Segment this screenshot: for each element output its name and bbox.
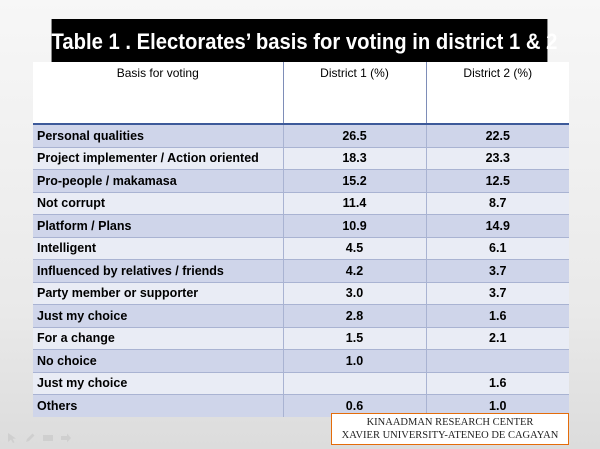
district-2-cell: 8.7 — [425, 191, 569, 215]
header-basis: Basis for voting — [33, 62, 283, 125]
district-1-cell: 26.5 — [282, 123, 426, 147]
basis-cell: Project implementer / Action oriented — [33, 146, 283, 170]
basis-cell: No choice — [33, 349, 283, 372]
table-row: Intelligent 4.5 6.1 — [33, 236, 569, 260]
district-1-cell: 0.6 — [282, 394, 426, 417]
table-row: Project implementer / Action oriented 18… — [33, 146, 569, 170]
pointer-icon[interactable] — [6, 432, 18, 447]
district-2-cell: 6.1 — [425, 236, 569, 260]
district-1-cell: 1.0 — [282, 349, 426, 372]
basis-cell: Influenced by relatives / friends — [33, 259, 283, 282]
district-2-cell: 1.6 — [425, 304, 569, 327]
voting-basis-table: Basis for voting District 1 (%) District… — [33, 62, 569, 417]
table-row: Personal qualities 26.5 22.5 — [33, 123, 569, 147]
next-icon[interactable] — [60, 432, 72, 447]
district-2-cell: 3.7 — [425, 281, 569, 305]
header-district-1: District 1 (%) — [282, 62, 426, 125]
basis-cell: For a change — [33, 326, 283, 350]
basis-cell: Pro-people / makamasa — [33, 169, 283, 192]
district-2-cell: 2.1 — [425, 326, 569, 350]
district-2-cell: 22.5 — [425, 123, 569, 147]
district-1-cell: 18.3 — [282, 146, 426, 170]
credit-line-1: KINAADMAN RESEARCH CENTER — [366, 417, 534, 428]
table-row: Just my choice 1.6 — [33, 371, 569, 395]
district-1-cell — [282, 371, 426, 395]
district-1-cell: 10.9 — [282, 214, 426, 237]
district-1-cell: 2.8 — [282, 304, 426, 327]
menu-icon[interactable] — [42, 432, 54, 447]
voting-basis-table-container: Basis for voting District 1 (%) District… — [33, 62, 569, 417]
district-2-cell: 12.5 — [425, 169, 569, 192]
district-2-cell: 23.3 — [425, 146, 569, 170]
district-2-cell: 1.0 — [425, 394, 569, 417]
table-row: Pro-people / makamasa 15.2 12.5 — [33, 169, 569, 192]
slide-title: Table 1 . Electorates’ basis for voting … — [51, 19, 557, 65]
district-2-cell — [425, 349, 569, 372]
basis-cell: Not corrupt — [33, 191, 283, 215]
district-1-cell: 4.5 — [282, 236, 426, 260]
district-2-cell: 14.9 — [425, 214, 569, 237]
table-row: Influenced by relatives / friends 4.2 3.… — [33, 259, 569, 282]
district-1-cell: 15.2 — [282, 169, 426, 192]
basis-cell: Intelligent — [33, 236, 283, 260]
district-2-cell: 1.6 — [425, 371, 569, 395]
basis-cell: Platform / Plans — [33, 214, 283, 237]
district-2-cell: 3.7 — [425, 259, 569, 282]
table-header-row: Basis for voting District 1 (%) District… — [33, 62, 569, 125]
credit-line-2: XAVIER UNIVERSITY-ATENEO DE CAGAYAN — [341, 430, 559, 441]
table-row: Party member or supporter 3.0 3.7 — [33, 281, 569, 305]
district-1-cell: 1.5 — [282, 326, 426, 350]
basis-cell: Party member or supporter — [33, 281, 283, 305]
basis-cell: Others — [33, 394, 283, 417]
research-center-credit: KINAADMAN RESEARCH CENTER XAVIER UNIVERS… — [331, 413, 569, 445]
slideshow-controls — [6, 432, 72, 447]
district-1-cell: 11.4 — [282, 191, 426, 215]
district-1-cell: 4.2 — [282, 259, 426, 282]
table-row: No choice 1.0 — [33, 349, 569, 372]
table-row: Just my choice 2.8 1.6 — [33, 304, 569, 327]
table-row: Not corrupt 11.4 8.7 — [33, 191, 569, 215]
header-district-2: District 2 (%) — [425, 62, 569, 125]
district-1-cell: 3.0 — [282, 281, 426, 305]
pen-icon[interactable] — [24, 432, 36, 447]
table-row: Others 0.6 1.0 — [33, 394, 569, 417]
basis-cell: Personal qualities — [33, 123, 283, 147]
basis-cell: Just my choice — [33, 371, 283, 395]
table-row: For a change 1.5 2.1 — [33, 326, 569, 350]
basis-cell: Just my choice — [33, 304, 283, 327]
table-row: Platform / Plans 10.9 14.9 — [33, 214, 569, 237]
